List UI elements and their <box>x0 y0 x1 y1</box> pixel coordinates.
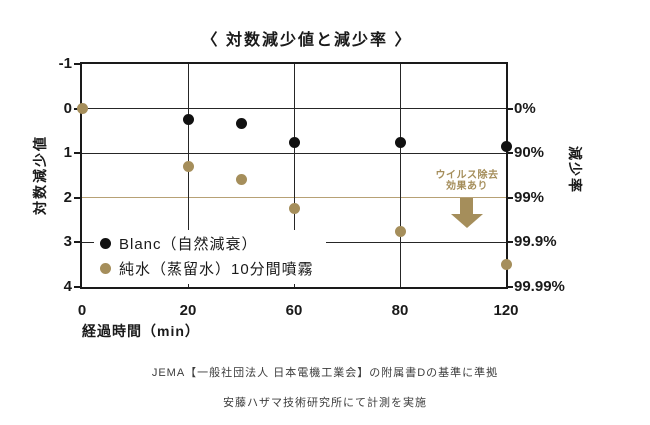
data-point-series-1 <box>76 103 88 115</box>
legend-item-blanc: Blanc（自然減衰） <box>100 232 314 255</box>
v-gridline <box>399 64 401 287</box>
x-axis-title: 経過時間（min） <box>82 323 200 339</box>
y-tick-mark-left <box>74 286 80 288</box>
v-gridline <box>293 64 295 287</box>
y-tick-label-left: 2 <box>63 188 72 206</box>
y-tick-label-left: 3 <box>63 233 72 251</box>
y-tick-mark-left <box>74 196 80 199</box>
x-tick-label: 120 <box>493 302 519 319</box>
data-point-series-1 <box>288 203 300 215</box>
h-gridline <box>82 152 506 154</box>
y-tick-mark-right <box>508 286 513 288</box>
footer-line1: JEMA【一般社団法人 日本電機工業会】の附属書Dの基準に準拠 <box>151 367 499 379</box>
y-tick-label-left: 1 <box>63 144 72 162</box>
legend-item-pure-water: 純水（蒸留水）10分間噴霧 <box>100 257 314 280</box>
blanc-series-dot-icon <box>100 238 111 249</box>
legend-label-pure-water: 純水（蒸留水）10分間噴霧 <box>119 261 314 278</box>
virus-removal-annotation: ウイルス除去 効果あり <box>407 170 527 192</box>
y-tick-label-right: 0% <box>514 99 536 117</box>
y-tick-mark-right <box>508 107 513 110</box>
h-gridline <box>82 108 506 110</box>
y-tick-mark-right <box>508 241 513 244</box>
annotation-line1: ウイルス除去 <box>435 170 499 181</box>
y-tick-label-right: 99% <box>514 188 545 206</box>
y-tick-label-left: 0 <box>63 99 72 117</box>
pure-water-series-dot-icon <box>100 263 111 274</box>
y-tick-mark-left <box>74 241 80 244</box>
y-tick-label-right: 99.9% <box>514 233 557 251</box>
left-axis-title: 対数減少値 <box>32 135 48 215</box>
x-tick-label: 20 <box>179 302 197 319</box>
chart-title: 〈 対数減少値と減少率 〉 <box>201 32 413 49</box>
plot-area: Blanc（自然減衰） 純水（蒸留水）10分間噴霧 ウイルス除去 効果あり <box>76 62 512 289</box>
y-tick-label-left: 4 <box>63 278 72 295</box>
footer-line2: 安藤ハザマ技術研究所にて計測を実施 <box>223 397 427 409</box>
legend-label-blanc: Blanc（自然減衰） <box>119 236 258 253</box>
right-axis-title: 減少率 <box>567 146 583 194</box>
data-point-series-1 <box>500 259 512 271</box>
legend: Blanc（自然減衰） 純水（蒸留水）10分間噴霧 <box>94 230 326 284</box>
data-point-series-1 <box>394 225 406 237</box>
x-tick-label: 0 <box>77 302 87 319</box>
x-tick-label: 80 <box>391 302 409 319</box>
data-point-series-0 <box>182 114 194 126</box>
y-tick-mark-right <box>508 152 513 155</box>
y-tick-mark-right <box>508 196 513 199</box>
data-point-series-0 <box>500 141 512 152</box>
footer-note: JEMA【一般社団法人 日本電機工業会】の附属書Dの基準に準拠 安藤ハザマ技術研… <box>0 364 650 410</box>
y-tick-label-right: 90% <box>514 144 545 162</box>
v-gridline <box>187 64 189 287</box>
data-point-series-1 <box>235 174 247 186</box>
y-tick-mark-left <box>74 152 80 155</box>
data-point-series-1 <box>182 161 194 173</box>
y-tick-label-left: -1 <box>58 55 72 72</box>
down-arrow-head-icon <box>451 214 483 228</box>
down-arrow-icon <box>460 198 473 214</box>
data-point-series-0 <box>235 117 247 129</box>
y-tick-mark-left <box>74 63 80 65</box>
data-point-series-0 <box>394 136 406 148</box>
data-point-series-0 <box>288 136 300 148</box>
y-tick-label-right: 99.99% <box>514 278 565 295</box>
x-tick-label: 60 <box>285 302 303 319</box>
annotation-line2: 効果あり <box>446 181 488 192</box>
